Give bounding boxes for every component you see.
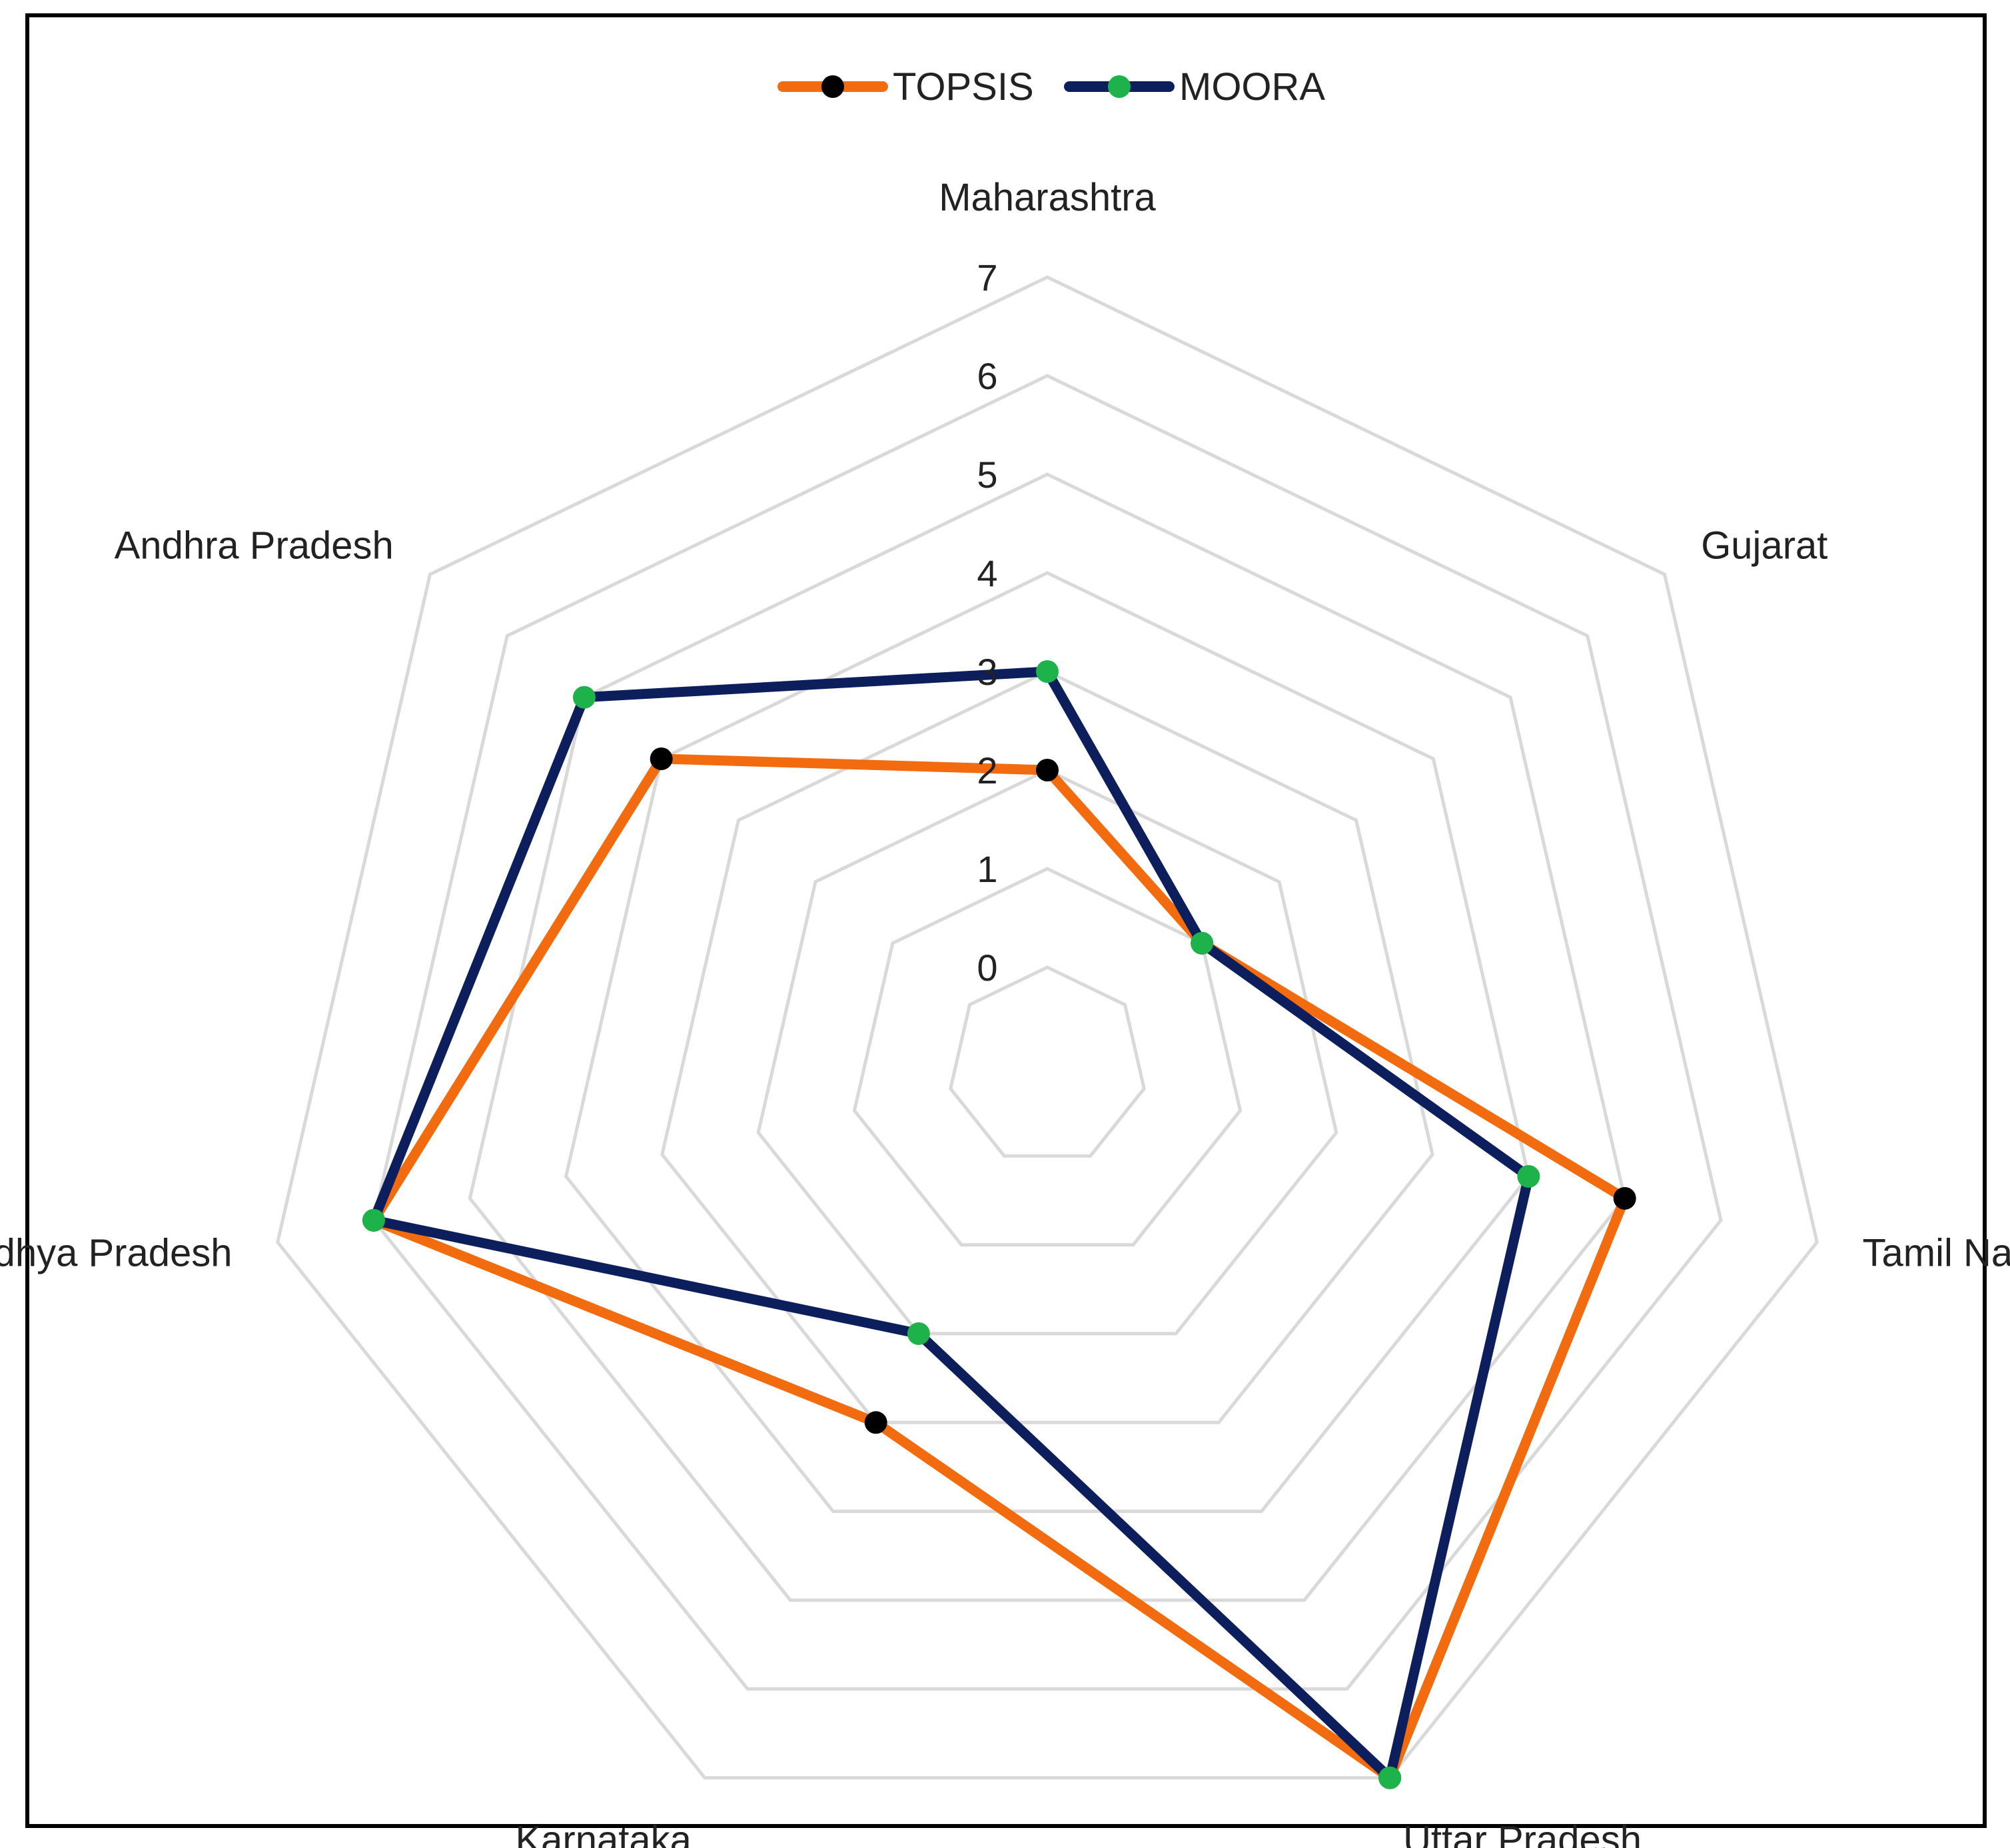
- axis-label-andhra-pradesh: Andhra Pradesh: [115, 524, 394, 568]
- series-line-topsis: [366, 753, 1632, 1786]
- legend-label-moora: MOORA: [1179, 65, 1325, 109]
- grid-ring-1: [852, 867, 1243, 1247]
- series-point-moora: [572, 686, 596, 709]
- tick-label-4: 4: [977, 552, 997, 594]
- legend-marker-topsis: [821, 75, 844, 98]
- series-point-topsis: [864, 1411, 887, 1434]
- legend: TOPSIS MOORA: [777, 65, 1325, 109]
- series-point-topsis: [1036, 759, 1059, 781]
- axis-label-karnataka: Karnataka: [515, 1819, 692, 1848]
- series-point-moora: [907, 1322, 930, 1345]
- series-point-moora: [1036, 660, 1059, 683]
- grid-layer: [276, 275, 1819, 1780]
- axis-label-maharashtra: Maharashtra: [939, 176, 1156, 219]
- grid-ring-6: [372, 374, 1723, 1691]
- axis-label-layer: Maharashtra Gujarat Tamil Nadu Uttar Pra…: [0, 176, 2010, 1848]
- tick-label-7: 7: [977, 256, 997, 298]
- legend-label-topsis: TOPSIS: [893, 65, 1034, 109]
- tick-label-3: 3: [977, 651, 997, 693]
- tick-label-5: 5: [977, 454, 997, 496]
- series-point-moora: [362, 1208, 385, 1232]
- tick-label-1: 1: [977, 848, 997, 890]
- grid-ring-7: [276, 275, 1819, 1780]
- series-line-moora: [366, 666, 1534, 1788]
- tick-layer: 0 1 2 3 4 5 6 7: [977, 256, 997, 989]
- grid-ring-2: [756, 768, 1338, 1336]
- series-point-moora: [1517, 1164, 1540, 1188]
- axis-label-tamil-nadu: Tamil Nadu: [1863, 1231, 2010, 1274]
- grid-ring-3: [660, 670, 1434, 1424]
- series-point-topsis: [650, 747, 673, 770]
- tick-label-2: 2: [977, 749, 997, 791]
- grid-ring-5: [468, 472, 1627, 1602]
- series-point-moora: [1191, 931, 1214, 955]
- legend-marker-moora: [1108, 75, 1131, 98]
- axis-label-madhya-pradesh: Madhya Pradesh: [0, 1231, 232, 1274]
- series-layer: [362, 660, 1636, 1789]
- tick-label-6: 6: [977, 355, 997, 397]
- grid-ring-4: [564, 571, 1531, 1514]
- series-point-moora: [1378, 1766, 1402, 1789]
- axis-label-uttar-pradesh: Uttar Pradesh: [1403, 1819, 1642, 1848]
- axis-label-gujarat: Gujarat: [1701, 524, 1827, 568]
- grid-ring-0: [949, 965, 1146, 1158]
- tick-label-0: 0: [977, 947, 997, 989]
- series-point-topsis: [1613, 1186, 1636, 1210]
